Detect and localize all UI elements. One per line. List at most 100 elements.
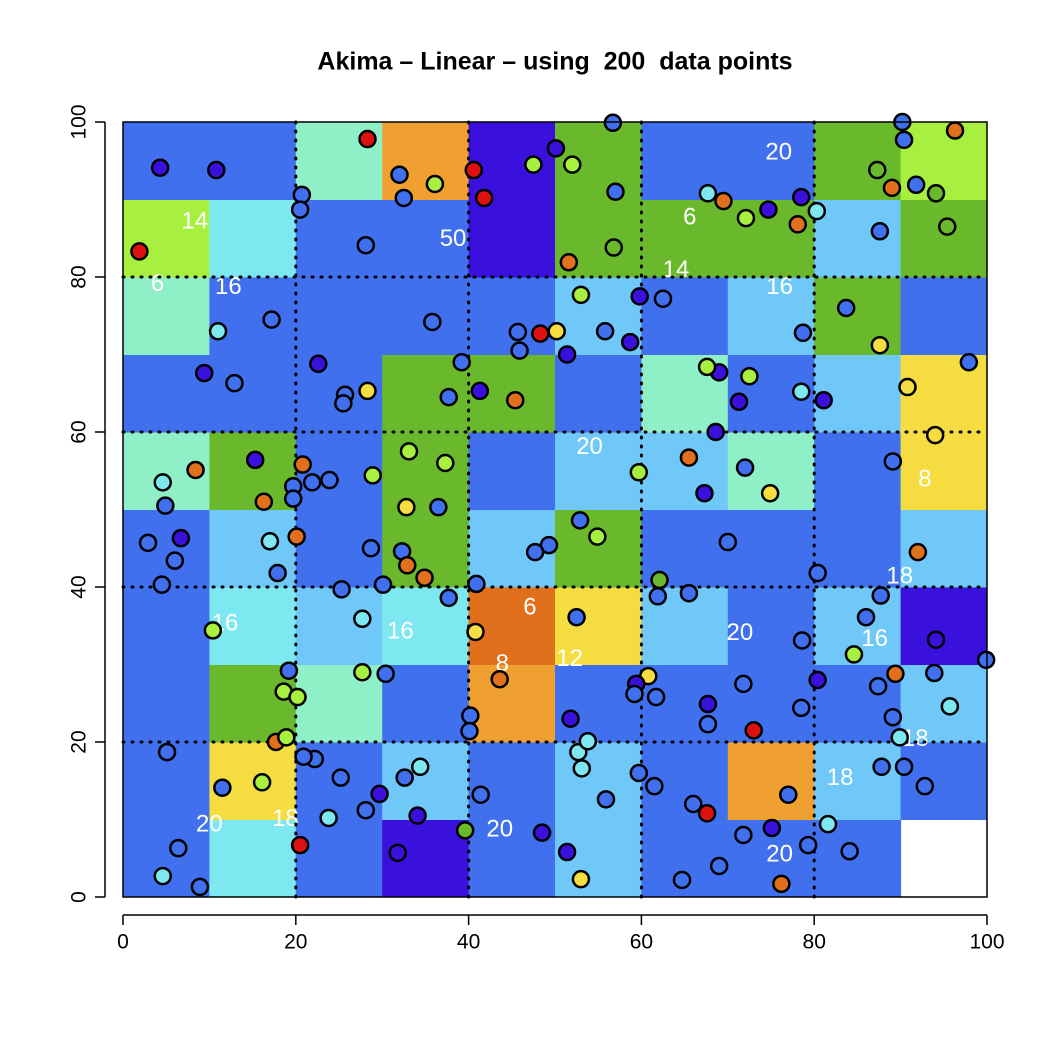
data-point	[563, 155, 582, 174]
data-point	[361, 539, 381, 558]
surface-cell	[468, 742, 556, 820]
contour-label: 6	[523, 593, 536, 620]
data-point	[959, 353, 979, 372]
data-point	[561, 709, 580, 728]
data-point	[940, 697, 960, 716]
surface-cell	[814, 742, 902, 820]
data-point	[872, 757, 891, 777]
data-point	[358, 381, 377, 401]
data-point	[791, 382, 811, 401]
data-point	[525, 542, 545, 562]
data-point	[938, 217, 957, 236]
data-point	[625, 684, 644, 704]
data-point	[436, 453, 455, 473]
data-point	[603, 113, 623, 133]
data-point	[169, 838, 188, 858]
contour-label: 20	[576, 433, 603, 460]
data-point	[408, 806, 427, 825]
data-point	[596, 790, 616, 809]
surface-cell	[295, 587, 383, 665]
surface-cell	[900, 432, 988, 510]
data-point	[894, 757, 914, 777]
data-point	[840, 842, 859, 861]
data-point	[410, 757, 430, 777]
data-point	[531, 324, 550, 343]
surface-cell	[727, 122, 815, 200]
data-point	[653, 289, 673, 308]
data-point	[466, 622, 485, 642]
data-point	[268, 563, 287, 583]
data-point	[926, 184, 946, 203]
y-tick-label: 0	[68, 891, 91, 903]
data-point	[288, 687, 307, 707]
data-point	[186, 460, 205, 480]
data-point	[672, 870, 692, 890]
contour-label: 6	[151, 270, 164, 297]
data-point	[279, 661, 299, 680]
data-point	[870, 222, 890, 241]
surface-cell	[727, 587, 815, 665]
data-point	[808, 670, 827, 690]
data-point	[759, 200, 778, 219]
contour-label: 12	[556, 645, 583, 672]
data-point	[395, 768, 414, 787]
data-point	[788, 215, 808, 234]
data-point	[547, 322, 566, 341]
surface-cell	[382, 122, 470, 200]
data-point	[882, 178, 902, 198]
surface-cell	[295, 277, 383, 355]
data-point	[697, 357, 717, 377]
data-point	[152, 575, 172, 594]
data-point	[353, 609, 372, 629]
data-point	[718, 532, 738, 552]
surface-cell	[641, 277, 729, 355]
data-point	[358, 129, 377, 149]
data-point	[455, 821, 475, 840]
data-point	[156, 496, 175, 515]
data-point	[729, 392, 749, 412]
data-point	[606, 182, 625, 201]
data-point	[915, 776, 935, 796]
data-point	[572, 759, 592, 778]
contour-label: 20	[727, 619, 754, 646]
data-point	[524, 155, 543, 174]
data-point	[836, 298, 856, 318]
data-point	[976, 650, 996, 670]
data-point	[734, 825, 753, 845]
surface-cell	[123, 587, 210, 665]
data-point	[138, 533, 158, 553]
y-tick-label: 60	[68, 420, 91, 443]
data-point	[508, 322, 528, 342]
data-point	[870, 335, 890, 355]
surface-cell	[382, 664, 470, 743]
data-point	[740, 366, 759, 386]
data-point	[629, 763, 649, 783]
contour-label: 20	[196, 810, 223, 837]
data-point	[252, 773, 272, 792]
surface-cell	[555, 432, 642, 510]
data-point	[439, 588, 458, 608]
surface-cell	[468, 199, 556, 278]
data-point	[698, 184, 718, 203]
data-point	[557, 842, 577, 862]
data-point	[709, 856, 729, 876]
surface-cell	[900, 277, 988, 355]
data-point	[630, 287, 649, 306]
surface-cell	[209, 587, 297, 665]
surface-cell	[468, 122, 556, 200]
data-point	[425, 174, 445, 194]
data-point	[262, 310, 281, 329]
data-point	[906, 175, 926, 195]
data-point	[683, 794, 703, 814]
data-point	[714, 191, 733, 211]
data-point	[490, 669, 509, 689]
y-tick-label: 100	[68, 104, 91, 139]
surface-cell	[382, 432, 470, 510]
surface-cell	[468, 587, 556, 665]
surface-cell	[641, 199, 729, 278]
contour-label: 16	[215, 273, 242, 300]
data-point	[735, 458, 755, 477]
data-point	[292, 185, 312, 205]
surface-cell	[468, 664, 556, 743]
